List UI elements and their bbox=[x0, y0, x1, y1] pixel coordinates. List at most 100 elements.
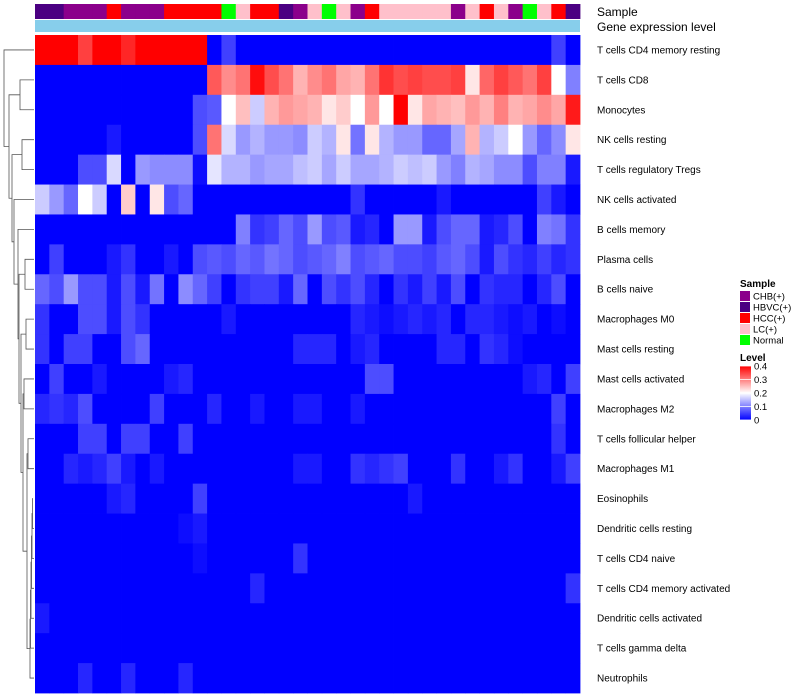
heatmap-cell bbox=[307, 633, 323, 664]
heatmap-cell bbox=[221, 304, 237, 335]
heatmap-cell bbox=[235, 334, 251, 365]
heatmap-cell bbox=[49, 483, 65, 514]
heatmap-cell bbox=[536, 274, 552, 305]
heatmap-cell bbox=[149, 334, 165, 365]
heatmap-cell bbox=[493, 184, 509, 215]
heatmap-cell bbox=[164, 513, 179, 544]
level-tick-label: 0.2 bbox=[754, 389, 767, 400]
heatmap-cell bbox=[149, 453, 165, 485]
heatmap-cell bbox=[106, 334, 122, 365]
heatmap-cell bbox=[221, 124, 237, 156]
sample-annotation-cell bbox=[293, 4, 308, 19]
heatmap-cell bbox=[63, 244, 79, 275]
heatmap-cell bbox=[465, 35, 481, 66]
heatmap-cell bbox=[479, 573, 495, 604]
heatmap-cell bbox=[336, 603, 351, 634]
heatmap-cell bbox=[522, 633, 538, 664]
heatmap-cell bbox=[35, 603, 50, 634]
heatmap-cell bbox=[393, 453, 409, 485]
heatmap-cell bbox=[78, 64, 93, 96]
heatmap-cell bbox=[221, 453, 237, 485]
heatmap-cell bbox=[293, 663, 308, 694]
heatmap-cell bbox=[293, 364, 308, 395]
heatmap-cell bbox=[293, 334, 308, 365]
heatmap-cell bbox=[536, 423, 552, 455]
heatmap-cell bbox=[551, 94, 567, 126]
heatmap-cell bbox=[364, 184, 380, 215]
heatmap-cell bbox=[493, 244, 509, 275]
heatmap-cell bbox=[235, 244, 251, 275]
heatmap-cell bbox=[92, 94, 108, 126]
row-label: T cells CD8 bbox=[597, 75, 649, 86]
heatmap-cell bbox=[465, 64, 481, 96]
heatmap-cell bbox=[92, 274, 108, 305]
sample-annotation-cell bbox=[508, 4, 524, 19]
heatmap-cell bbox=[250, 304, 265, 335]
heatmap-cell bbox=[278, 35, 294, 66]
sample-annotation-cell bbox=[49, 4, 65, 19]
heatmap-cell bbox=[321, 274, 337, 305]
heatmap-cell bbox=[551, 35, 567, 66]
heatmap-cell bbox=[92, 483, 108, 514]
heatmap-cell bbox=[250, 633, 265, 664]
heatmap-cell bbox=[364, 124, 380, 156]
heatmap-cell bbox=[78, 633, 93, 664]
heatmap-cell bbox=[293, 274, 308, 305]
heatmap-cell bbox=[450, 663, 466, 694]
heatmap-cell bbox=[293, 423, 308, 455]
heatmap-cell bbox=[436, 304, 452, 335]
heatmap-cell bbox=[293, 483, 308, 514]
heatmap-cell bbox=[350, 483, 366, 514]
heatmap-cell bbox=[250, 94, 265, 126]
heatmap-cell bbox=[135, 423, 151, 455]
heatmap-cell bbox=[364, 483, 380, 514]
heatmap-cell bbox=[278, 154, 294, 185]
heatmap-cell bbox=[565, 274, 581, 305]
heatmap-cell bbox=[149, 483, 165, 514]
heatmap-cell bbox=[121, 663, 136, 694]
heatmap-cell bbox=[307, 334, 323, 365]
heatmap-cell bbox=[106, 364, 122, 395]
heatmap-cell bbox=[522, 364, 538, 395]
sample-legend-label: CHB(+) bbox=[753, 292, 785, 303]
heatmap-cell bbox=[63, 64, 79, 96]
heatmap-cell bbox=[106, 453, 122, 485]
heatmap-cell bbox=[207, 453, 222, 485]
level-tick-label: 0 bbox=[754, 416, 759, 427]
heatmap-cell bbox=[264, 64, 280, 96]
heatmap-cell bbox=[465, 393, 481, 425]
heatmap-cell bbox=[436, 543, 452, 574]
heatmap-cell bbox=[350, 633, 366, 664]
heatmap-cell bbox=[149, 573, 165, 604]
heatmap-cell bbox=[321, 513, 337, 544]
heatmap-cell bbox=[264, 513, 280, 544]
heatmap-cell bbox=[121, 393, 136, 425]
heatmap-cell bbox=[508, 663, 524, 694]
heatmap-cell bbox=[149, 184, 165, 215]
heatmap-cell bbox=[422, 64, 437, 96]
heatmap-cell bbox=[106, 35, 122, 66]
heatmap-cell bbox=[178, 154, 194, 185]
heatmap-cell bbox=[551, 274, 567, 305]
heatmap-cell bbox=[264, 663, 280, 694]
heatmap-cell bbox=[121, 35, 136, 66]
heatmap-cell bbox=[522, 573, 538, 604]
heatmap-cell bbox=[207, 304, 222, 335]
heatmap-cell bbox=[264, 364, 280, 395]
heatmap-cell bbox=[164, 483, 179, 514]
heatmap-cell bbox=[450, 603, 466, 634]
heatmap-cell bbox=[49, 244, 65, 275]
heatmap-cell bbox=[164, 214, 179, 245]
heatmap-cell bbox=[221, 483, 237, 514]
heatmap-cell bbox=[393, 274, 409, 305]
row-labels: T cells CD4 memory resting T cells CD8 Mon… bbox=[597, 45, 730, 684]
heatmap-cell bbox=[149, 274, 165, 305]
heatmap-cell bbox=[92, 393, 108, 425]
heatmap-cell bbox=[92, 543, 108, 574]
heatmap-cell bbox=[479, 154, 495, 185]
heatmap-cell bbox=[92, 304, 108, 335]
heatmap-cell bbox=[106, 304, 122, 335]
heatmap-cell bbox=[493, 64, 509, 96]
heatmap-cell bbox=[508, 573, 524, 604]
heatmap-cell bbox=[479, 184, 495, 215]
